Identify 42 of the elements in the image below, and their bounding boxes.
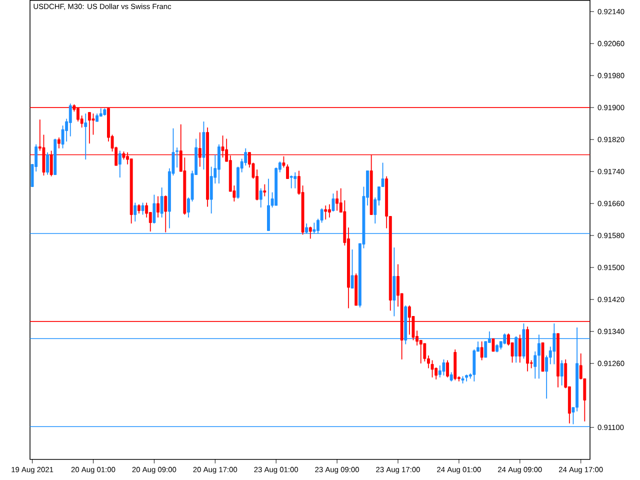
candlestick [332,192,335,212]
candlestick [472,348,476,382]
candlestick [46,152,49,175]
candlestick [492,338,495,352]
candlestick [450,372,453,382]
candlestick [141,202,144,215]
candlestick [545,354,548,399]
candlestick [518,334,522,363]
candlestick [68,102,72,137]
candlestick [430,360,434,378]
candlestick [438,364,442,378]
candlestick [217,144,220,184]
candlestick [484,340,488,358]
candlestick [446,360,449,378]
candlestick [286,164,289,179]
candlestick [156,196,160,218]
candlestick [290,174,293,189]
candlestick [480,340,484,360]
candlestick [560,360,564,386]
candlestick [137,204,140,214]
candlestick [92,112,95,135]
candlestick [88,112,91,144]
candlestick [442,358,446,376]
candlestick [134,202,137,222]
candlestick [57,136,60,149]
candlestick [259,188,262,208]
candlestick [160,186,164,218]
candlestick [294,172,297,189]
candlestick [392,246,396,317]
candlestick [152,194,156,224]
candlestick [263,184,266,197]
candlestick [419,340,422,364]
candlestick [308,226,312,239]
candlestick [423,342,426,362]
candlestick [336,190,339,211]
candlestick [328,204,331,218]
candlestick [434,366,438,380]
candlestick [118,150,122,178]
candlestick [84,112,88,160]
candlestick [164,194,168,233]
candlestick [350,248,354,289]
candlestick [324,204,328,220]
